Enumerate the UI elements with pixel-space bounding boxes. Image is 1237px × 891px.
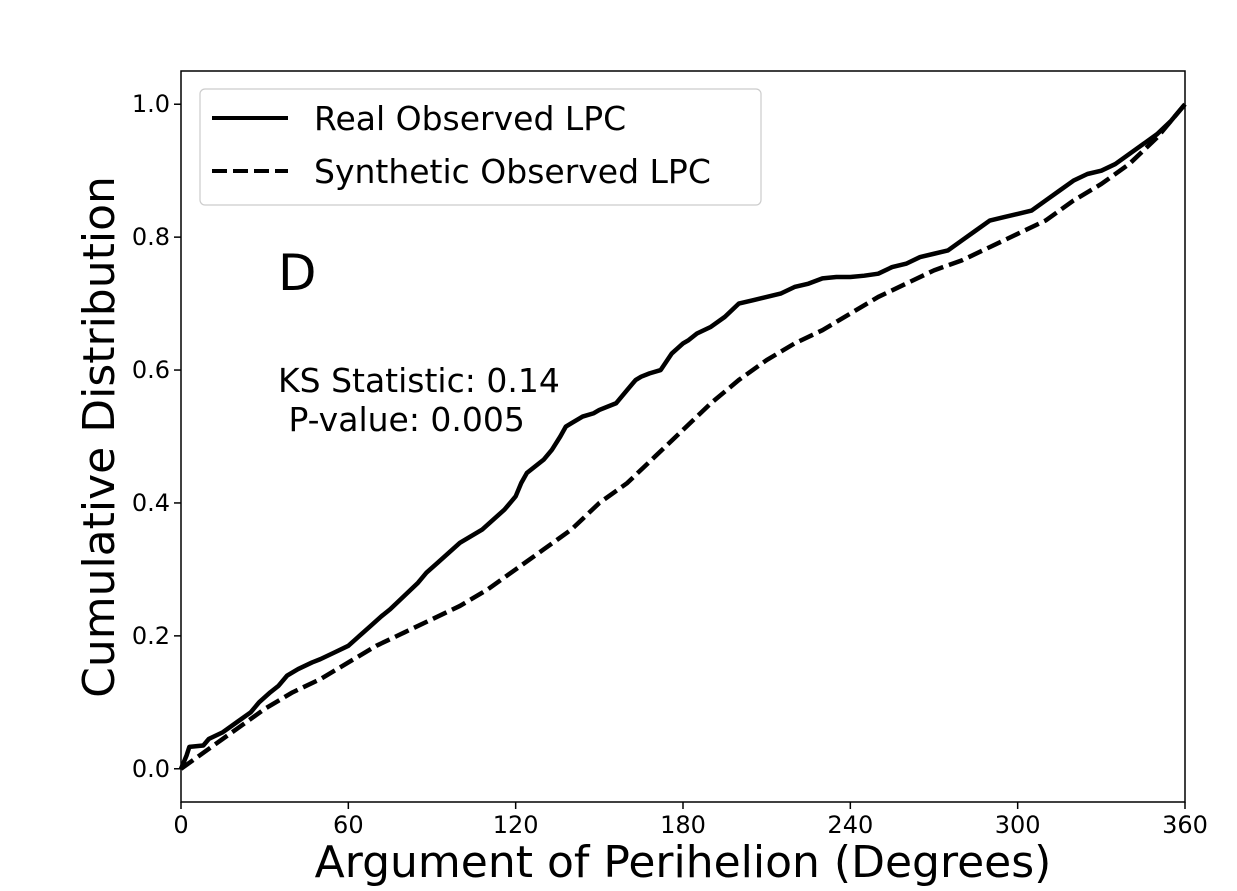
x-tick-label: 360 (1162, 811, 1208, 839)
x-tick-label: 240 (827, 811, 873, 839)
y-tick-label: 0.0 (132, 755, 170, 783)
legend-box (199, 88, 762, 206)
panel-letter: D (278, 244, 317, 302)
y-tick-label: 0.8 (132, 223, 170, 251)
x-ticks: 0 60 120 180 240 300 360 (173, 802, 1208, 839)
p-value-label: P-value: 0.005 (278, 400, 525, 439)
x-tick-label: 300 (995, 811, 1041, 839)
y-tick-label: 1.0 (132, 90, 170, 118)
y-tick-label: 0.2 (132, 622, 170, 650)
x-tick-label: 120 (493, 811, 539, 839)
legend: Real Observed LPC Synthetic Observed LPC (199, 88, 762, 206)
series-group (178, 102, 1187, 771)
y-tick-label: 0.6 (132, 356, 170, 384)
legend-label-real: Real Observed LPC (314, 99, 626, 138)
x-tick-label: 60 (333, 811, 364, 839)
y-axis-label: Cumulative Distribution (74, 176, 125, 698)
x-tick-label: 180 (660, 811, 706, 839)
y-tick-label: 0.4 (132, 489, 170, 517)
ks-statistic-label: KS Statistic: 0.14 (278, 361, 560, 400)
x-tick-label: 0 (173, 811, 188, 839)
series-line-real (178, 102, 1187, 770)
series-line-synthetic (179, 102, 1187, 771)
y-ticks: 0.0 0.2 0.4 0.6 0.8 1.0 (132, 90, 181, 783)
x-axis-label: Argument of Perihelion (Degrees) (315, 837, 1052, 888)
legend-label-synthetic: Synthetic Observed LPC (314, 152, 711, 191)
